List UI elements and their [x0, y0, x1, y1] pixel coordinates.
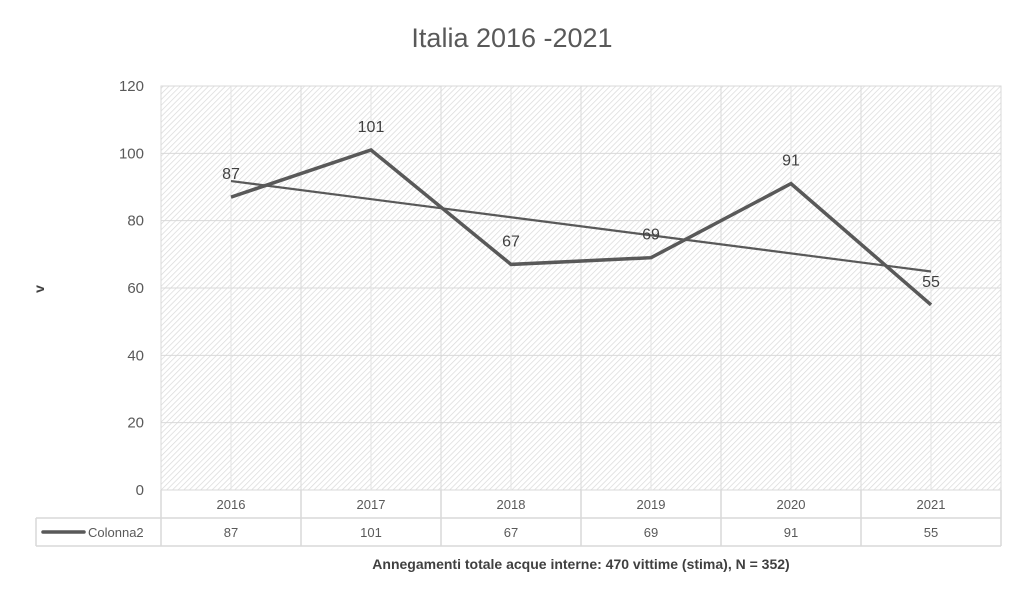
data-label: 55	[922, 274, 940, 291]
data-label: 91	[782, 153, 800, 170]
series-group	[230, 147, 933, 307]
linear-trendline	[230, 179, 932, 273]
legend-series-name: Colonna2	[88, 525, 144, 540]
table-value-cell: 67	[504, 525, 518, 540]
x-axis-label: Annegamenti totale acque interne: 470 vi…	[372, 556, 789, 572]
data-label: 87	[222, 166, 240, 183]
gridlines	[160, 85, 1002, 490]
y-tick-label: 80	[127, 213, 144, 230]
y-axis-label: v	[31, 285, 47, 293]
x-category-label: 2018	[497, 497, 526, 512]
y-tick-label: 100	[119, 145, 144, 162]
table-value-cell: 87	[224, 525, 238, 540]
x-category-label: 2017	[357, 497, 386, 512]
x-category-label: 2021	[917, 497, 946, 512]
data-label: 69	[642, 227, 660, 244]
trendline-group	[230, 179, 932, 273]
data-labels: 87 101 67 69 91 55	[222, 119, 940, 291]
x-category-label: 2019	[637, 497, 666, 512]
table-value-cell: 91	[784, 525, 798, 540]
data-label: 67	[502, 233, 520, 250]
table-value-cell: 69	[644, 525, 658, 540]
y-tick-label: 0	[136, 482, 144, 499]
table-value-cell: 101	[360, 525, 382, 540]
chart-title: Italia 2016 -2021	[411, 23, 612, 53]
y-axis-ticks: 0 20 40 60 80 100 120	[119, 78, 144, 499]
data-label: 101	[358, 119, 385, 136]
y-tick-label: 40	[127, 347, 144, 364]
y-tick-label: 20	[127, 415, 144, 432]
data-table: 2016 2017 2018 2019 2020 2021 87 101 67 69 91 55 Col…	[35, 490, 1002, 547]
x-category-label: 2016	[217, 497, 246, 512]
y-tick-label: 120	[119, 78, 144, 95]
x-category-label: 2020	[777, 497, 806, 512]
table-value-cell: 55	[924, 525, 938, 540]
y-tick-label: 60	[127, 280, 144, 297]
series-line-colonna2	[230, 147, 933, 307]
